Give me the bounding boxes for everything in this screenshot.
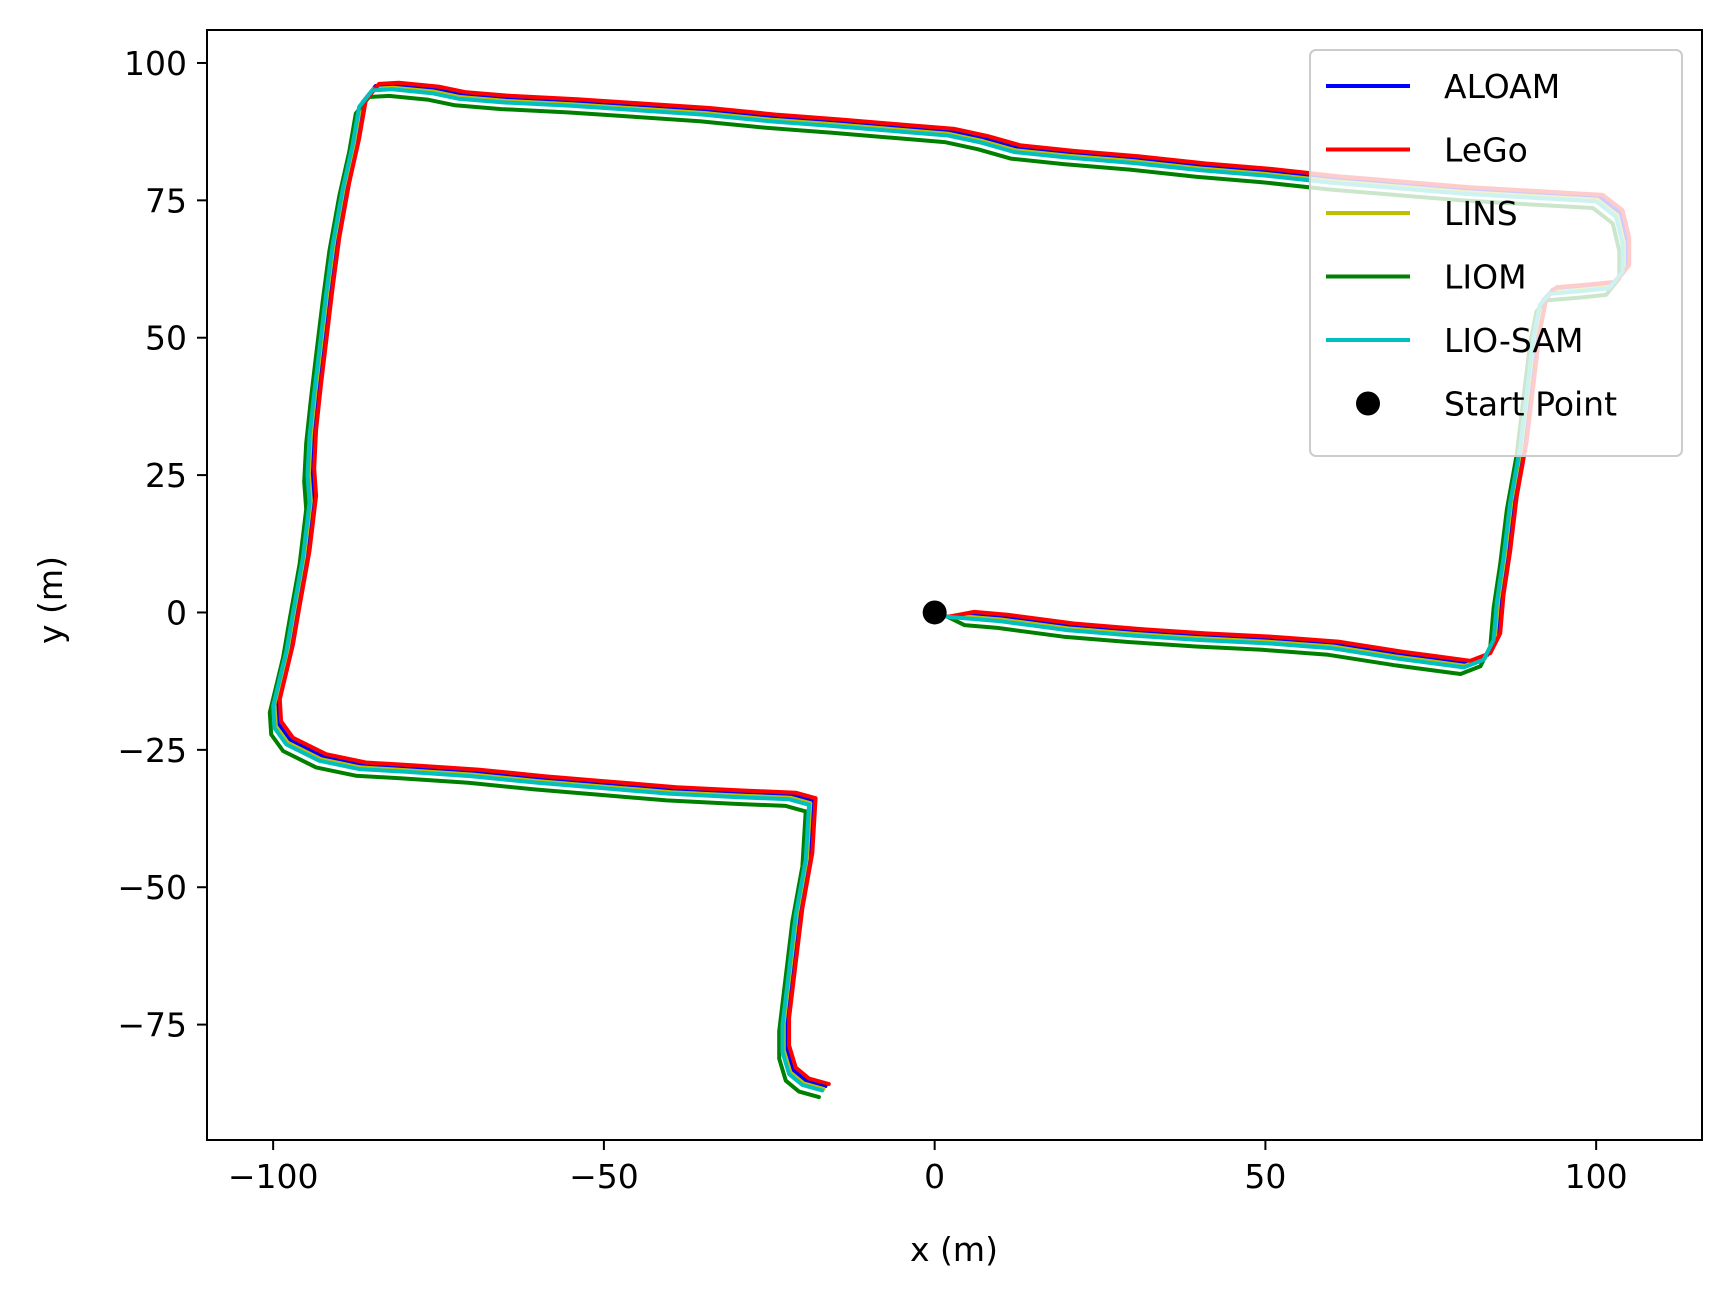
legend-label: LINS <box>1444 194 1518 233</box>
plot-frame <box>206 29 1703 1141</box>
y-tick-label: −25 <box>117 731 187 770</box>
series-layer <box>267 80 1632 1100</box>
legend-label: LIO-SAM <box>1444 321 1584 360</box>
y-tick-label: 0 <box>166 593 187 632</box>
start-point-marker <box>922 600 947 625</box>
x-axis: −100 −50 0 50 100 <box>228 1140 1628 1196</box>
y-tick-label: 50 <box>145 319 187 358</box>
legend-label: LeGo <box>1444 131 1528 170</box>
legend-label: Start Point <box>1444 385 1617 424</box>
y-tick-label: 25 <box>145 456 187 495</box>
x-axis-label: x (m) <box>910 1230 998 1269</box>
series-line-lego <box>277 80 1632 1086</box>
legend: ALOAM LeGo LINS LIOM LIO-SAM Start Point <box>1309 49 1683 457</box>
legend-label: ALOAM <box>1444 67 1560 106</box>
x-tick-label: 100 <box>1565 1157 1628 1196</box>
x-tick-label: 0 <box>924 1157 945 1196</box>
series-line-lio-sam <box>271 87 1625 1093</box>
y-tick-label: −75 <box>117 1006 187 1045</box>
y-tick-label: 75 <box>145 181 187 220</box>
y-tick-label: −50 <box>117 868 187 907</box>
y-axis: −75 −50 −25 0 25 50 75 100 <box>117 44 207 1045</box>
x-tick-label: 50 <box>1244 1157 1286 1196</box>
series-line-liom <box>267 93 1622 1100</box>
y-axis-label: y (m) <box>31 556 70 644</box>
legend-label: LIOM <box>1444 258 1527 297</box>
x-tick-label: −50 <box>569 1157 639 1196</box>
y-tick-label: 100 <box>124 44 187 83</box>
legend-swatch <box>1356 391 1380 416</box>
x-tick-label: −100 <box>228 1157 319 1196</box>
